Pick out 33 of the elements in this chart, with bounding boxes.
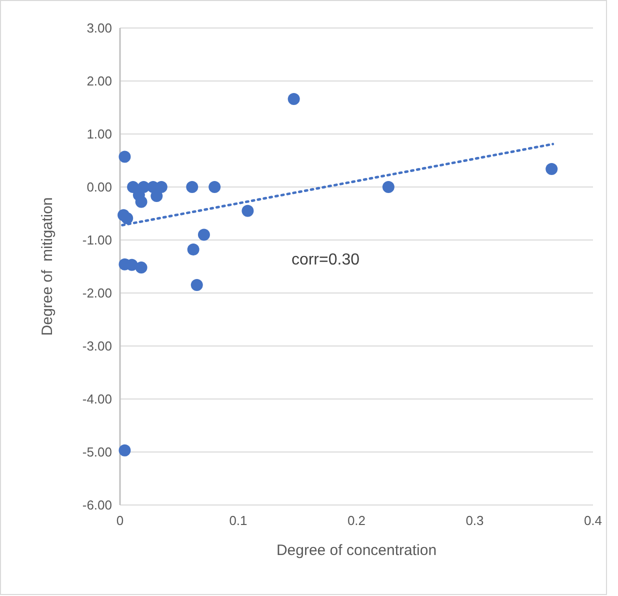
point	[118, 150, 131, 163]
point	[208, 181, 221, 193]
point	[150, 190, 163, 202]
y-tick-label: -1.00	[82, 232, 112, 248]
point	[382, 181, 394, 193]
point	[135, 196, 148, 208]
point	[190, 279, 203, 292]
point	[187, 244, 200, 256]
x-axis-title: Degree of concentration	[276, 542, 437, 559]
x-tick-label: 0.4	[584, 513, 602, 528]
x-tick-label: 0.3	[466, 513, 484, 528]
x-tick-label: 0	[116, 513, 124, 528]
y-tick-label: 0.00	[86, 180, 112, 195]
point	[135, 262, 148, 274]
point	[288, 93, 300, 106]
x-tick-label: 0.2	[347, 513, 366, 528]
y-tick-label: -5.00	[82, 444, 112, 460]
y-tick-label: 3.00	[86, 20, 112, 36]
y-tick-label: 2.00	[86, 74, 112, 89]
point	[121, 212, 134, 224]
point	[242, 204, 254, 217]
x-tick-label: 0.1	[229, 513, 248, 528]
y-tick-label: -3.00	[82, 338, 112, 354]
y-axis-title: Degree of mitigation	[39, 197, 56, 336]
point	[118, 444, 131, 456]
y-tick-label: -2.00	[82, 286, 112, 301]
point	[546, 162, 558, 175]
y-tick-label: 1.00	[86, 126, 112, 142]
point	[198, 228, 210, 241]
y-tick-label: -6.00	[82, 498, 112, 513]
point	[186, 181, 198, 193]
y-tick-label: -4.00	[82, 392, 112, 407]
annotation: corr=0.30	[291, 252, 360, 269]
